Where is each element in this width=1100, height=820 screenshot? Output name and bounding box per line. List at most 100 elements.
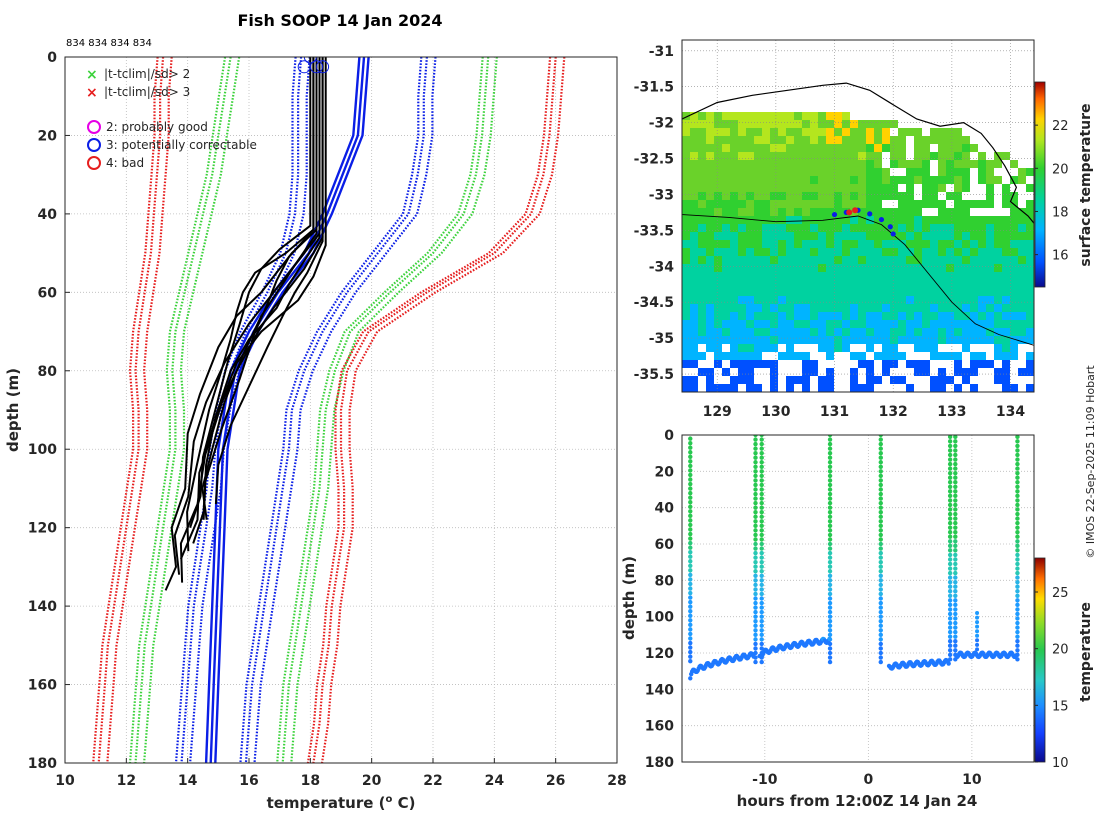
x-tick-label: 134	[996, 404, 1025, 420]
sst-cell	[802, 128, 810, 136]
sst-cell	[850, 224, 858, 232]
sst-cell	[802, 304, 810, 312]
sst-cell	[1018, 280, 1026, 288]
cast-point	[753, 528, 758, 533]
x-tick-label: 24	[485, 773, 505, 789]
sst-cell	[754, 384, 762, 392]
sst-cell	[690, 136, 698, 144]
sst-cell	[698, 240, 706, 248]
cast-point	[878, 578, 883, 583]
sst-cell	[682, 280, 690, 288]
sst-cell	[754, 280, 762, 288]
cast-point	[759, 614, 764, 619]
cast-point	[878, 637, 883, 642]
sst-cell	[834, 336, 842, 344]
sst-cell	[778, 152, 786, 160]
sst-cell	[1026, 232, 1034, 240]
sst-cell	[874, 144, 882, 152]
cast-point	[1015, 525, 1020, 530]
cast-point	[827, 600, 833, 606]
sst-cell	[690, 232, 698, 240]
sst-cell	[866, 184, 874, 192]
sst-cell	[818, 272, 826, 280]
sst-cell	[826, 232, 834, 240]
sst-cell	[738, 216, 746, 224]
climatology-line-blue_left	[189, 57, 311, 763]
sst-cell	[1026, 304, 1034, 312]
cast-point	[975, 638, 980, 643]
track-flag-point	[852, 207, 859, 214]
observed-profile	[186, 57, 315, 552]
sst-cell	[818, 168, 826, 176]
cast-point	[759, 537, 764, 542]
sst-cell	[746, 288, 754, 296]
cast-point	[1015, 466, 1020, 471]
sst-cell	[850, 280, 858, 288]
sst-cell	[906, 168, 914, 176]
sst-cell	[754, 272, 762, 280]
y-tick-label: 80	[38, 364, 58, 380]
sst-cell	[738, 312, 746, 320]
sst-cell	[914, 336, 922, 344]
cast-point	[759, 546, 764, 551]
climatology-line-green_right	[281, 57, 490, 763]
sst-cell	[738, 136, 746, 144]
sst-cell	[746, 360, 754, 368]
sst-cell	[802, 280, 810, 288]
cast-point	[878, 659, 883, 665]
sst-cell	[962, 328, 970, 336]
sst-cell	[858, 232, 866, 240]
sst-cell	[826, 208, 834, 216]
sst-cell	[746, 256, 754, 264]
sst-cell	[698, 168, 706, 176]
sst-cell	[762, 144, 770, 152]
sst-cell	[818, 320, 826, 328]
sst-cell	[970, 320, 978, 328]
x-tick-label: 131	[820, 404, 849, 420]
sst-cell	[978, 320, 986, 328]
sst-cell	[994, 344, 1002, 352]
sst-cell	[810, 152, 818, 160]
legend-magenta-circle	[87, 120, 101, 134]
sst-cell	[890, 152, 898, 160]
cast-point	[759, 532, 764, 538]
cast-point	[1015, 593, 1020, 598]
sst-cell	[858, 184, 866, 192]
sst-cell	[922, 192, 930, 200]
cast-point	[953, 557, 958, 562]
sst-cell	[1026, 168, 1034, 176]
sst-cell	[978, 352, 986, 360]
sst-cell	[978, 216, 986, 224]
cast-point	[947, 557, 953, 562]
y-tick-label: 80	[655, 573, 675, 589]
sst-cell	[786, 136, 794, 144]
sst-cell	[826, 328, 834, 336]
sst-cell	[722, 368, 730, 376]
sst-cell	[706, 112, 714, 120]
cast-point	[947, 607, 953, 612]
bottom-point	[688, 676, 693, 681]
sst-cell	[818, 256, 826, 264]
cast-point	[759, 609, 764, 615]
sst-cell	[970, 336, 978, 344]
cast-point	[947, 593, 953, 598]
sst-cell	[714, 280, 722, 288]
sst-cell	[882, 352, 890, 360]
cast-point	[1015, 648, 1020, 653]
sst-cell	[850, 136, 858, 144]
sst-cell	[946, 136, 954, 144]
sst-cell	[1018, 248, 1026, 256]
cast-point	[878, 437, 883, 442]
cast-point	[953, 489, 958, 494]
sst-cell	[962, 264, 970, 272]
sst-cell	[730, 264, 738, 272]
climatology-line-green_left	[134, 57, 232, 763]
sst-cell	[730, 128, 738, 136]
sst-cell	[722, 320, 730, 328]
y-tick-label: 140	[28, 599, 57, 615]
sst-cell	[714, 360, 722, 368]
cast-point	[827, 546, 833, 551]
sst-cell	[810, 208, 818, 216]
sst-cell	[1026, 328, 1034, 336]
bottom-point	[827, 636, 832, 641]
